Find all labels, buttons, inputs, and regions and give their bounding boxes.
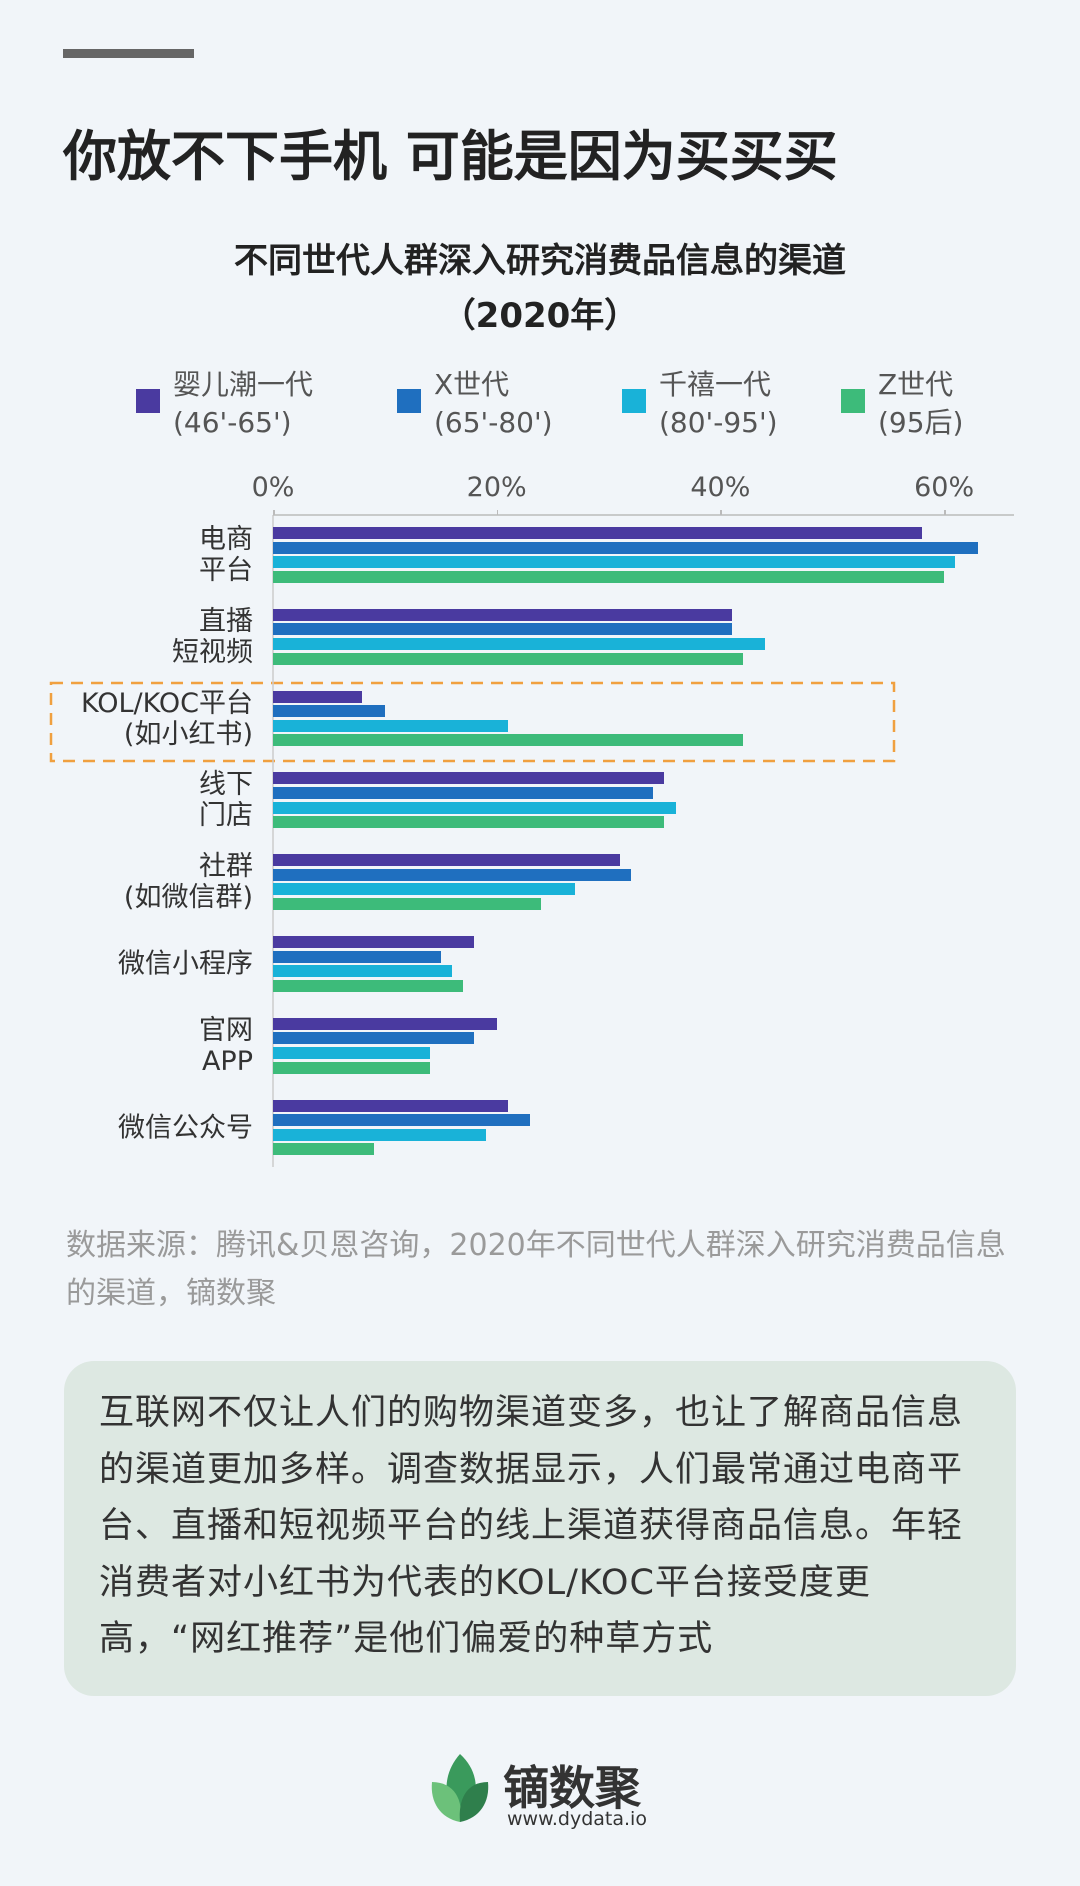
bar xyxy=(273,1128,486,1141)
bar xyxy=(273,868,631,881)
bar xyxy=(273,734,743,747)
category-label: 电商 平台 xyxy=(199,523,253,586)
tick-mark xyxy=(720,510,722,515)
chart: 婴儿潮一代 (46'-65') X世代 (65'-80') 千禧一代 (80'-95… xyxy=(49,368,1014,1167)
bar xyxy=(273,1032,475,1045)
bar xyxy=(273,950,441,963)
source-note: 数据来源：腾讯&贝恩咨询，2020年不同世代人群深入研究消费品信息的渠道，镝数聚 xyxy=(66,1228,1006,1311)
bar xyxy=(273,705,385,718)
tick-mark xyxy=(496,510,499,515)
category-label: 直播 短视频 xyxy=(172,605,253,668)
x-tick-label: 20% xyxy=(466,472,527,503)
legend-swatch xyxy=(397,389,421,413)
legend-label: 婴儿潮一代 (46'-65') xyxy=(173,368,314,439)
brand-name: 镝数聚 xyxy=(503,1761,641,1815)
x-tick-label: 40% xyxy=(690,472,751,503)
bar xyxy=(273,527,922,539)
bar xyxy=(273,570,945,583)
bar xyxy=(273,1099,508,1112)
bar xyxy=(273,638,766,650)
bar xyxy=(273,772,665,785)
bar xyxy=(273,979,464,992)
bar xyxy=(273,690,363,703)
legend-swatch xyxy=(136,389,160,413)
x-tick-label: 0% xyxy=(251,472,295,503)
legend-label: Z世代 (95后) xyxy=(878,368,964,439)
bar xyxy=(273,1061,430,1074)
category-label: 微信小程序 xyxy=(118,948,253,980)
bar xyxy=(273,854,620,867)
legend-label: X世代 (65'-80') xyxy=(434,368,553,439)
logo-icon xyxy=(431,1754,489,1822)
bar xyxy=(273,608,732,621)
bar xyxy=(273,1047,430,1059)
category-label: 官网 APP xyxy=(199,1014,253,1077)
legend-swatch xyxy=(622,389,646,413)
bar xyxy=(273,541,978,554)
bar xyxy=(273,1114,531,1127)
bar xyxy=(273,787,654,799)
chart-subtitle: （2020年） xyxy=(441,296,639,336)
bar xyxy=(273,936,475,948)
category-label: 线下 门店 xyxy=(199,769,253,832)
bar xyxy=(273,1143,374,1156)
category-label: KOL/KOC平台 (如小红书) xyxy=(81,687,253,750)
tick-mark xyxy=(944,510,946,515)
bar xyxy=(273,1017,497,1030)
legend-swatch xyxy=(841,389,865,413)
bar xyxy=(273,801,676,814)
bar xyxy=(273,556,956,569)
bar xyxy=(273,652,743,665)
brand-url: www.dydata.io xyxy=(507,1808,647,1830)
top-bar xyxy=(63,49,194,58)
x-tick-label: 60% xyxy=(914,472,975,503)
bar xyxy=(273,816,665,829)
tick-mark xyxy=(273,510,275,515)
bar xyxy=(273,898,542,910)
bar xyxy=(273,623,732,636)
summary-box xyxy=(64,1361,1016,1696)
chart-title: 不同世代人群深入研究消费品信息的渠道 xyxy=(234,241,846,281)
summary-text: 互联网不仅让人们的购物渠道变多，也让了解商品信息的渠道更加多样。调查数据显示，人… xyxy=(99,1393,964,1659)
legend-label: 千禧一代 (80'-95') xyxy=(659,368,778,439)
bar xyxy=(273,719,508,732)
chart-frame xyxy=(49,514,1014,1167)
category-label: 社群 (如微信群) xyxy=(123,851,253,914)
highlight-box xyxy=(49,681,896,763)
bar xyxy=(273,883,575,896)
page-title: 你放不下手机 可能是因为买买买 xyxy=(63,125,838,188)
bar xyxy=(273,965,452,978)
category-label: 微信公众号 xyxy=(118,1112,253,1143)
